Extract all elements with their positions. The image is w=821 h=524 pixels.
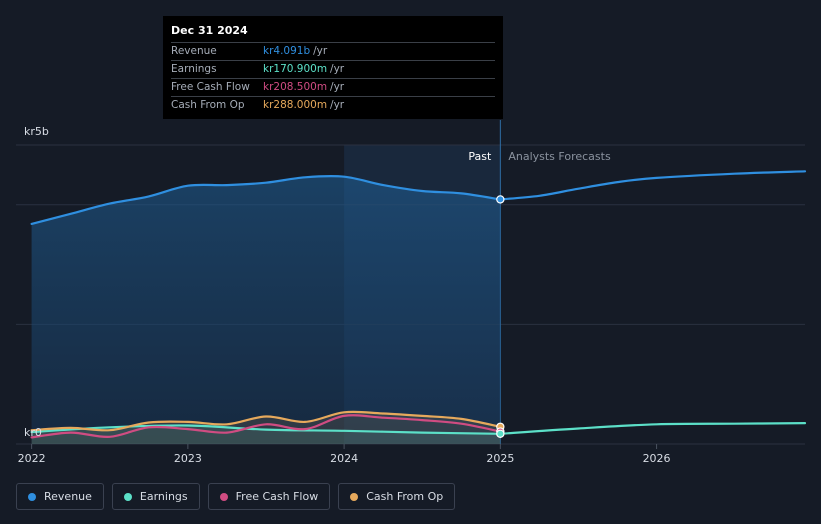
legend-label: Cash From Op <box>366 490 444 503</box>
tooltip-value: kr170.900m <box>263 63 328 75</box>
marker-revenue <box>496 195 505 204</box>
legend-item-earnings[interactable]: Earnings <box>111 483 200 510</box>
series-line-cfo <box>30 410 502 432</box>
tooltip-row-free-cash-flow: Free Cash Flow kr208.500m /yr <box>171 78 495 96</box>
tooltip: Dec 31 2024 Revenue kr4.091b /yr Earning… <box>163 16 503 119</box>
area-earnings <box>31 425 501 444</box>
tooltip-label: Cash From Op <box>171 99 245 111</box>
legend-item-free-cash-flow[interactable]: Free Cash Flow <box>207 483 331 510</box>
tooltip-unit: /yr <box>330 99 345 111</box>
tooltip-unit: /yr <box>330 63 345 75</box>
legend-label: Free Cash Flow <box>235 490 319 503</box>
legend-item-cash-from-op[interactable]: Cash From Op <box>338 483 456 510</box>
x-tick-label: 2024 <box>330 452 358 465</box>
legend-label: Revenue <box>44 490 92 503</box>
x-tick-label: 2022 <box>18 452 46 465</box>
tooltip-unit: /yr <box>313 45 328 57</box>
legend-item-revenue[interactable]: Revenue <box>16 483 104 510</box>
past-label: Past <box>468 150 492 163</box>
cfo-dot-icon <box>350 492 359 501</box>
series-line-fcf <box>30 414 502 439</box>
fcf-dot-icon <box>219 492 228 501</box>
series-line-earnings <box>499 422 807 435</box>
forecast-label: Analysts Forecasts <box>508 150 611 163</box>
legend-label: Earnings <box>139 490 188 503</box>
tooltip-date: Dec 31 2024 <box>171 24 248 37</box>
tooltip-value: kr4.091b <box>263 45 311 57</box>
revenue-dot-icon <box>28 492 36 501</box>
tooltip-row-cash-from-op: Cash From Op kr288.000m /yr <box>171 96 495 114</box>
x-tick-label: 2023 <box>174 452 202 465</box>
tooltip-label: Earnings <box>171 63 217 75</box>
series-line-revenue <box>30 174 502 225</box>
series-line-revenue <box>499 170 807 201</box>
series-line-earnings <box>30 424 502 435</box>
tooltip-value: kr208.500m <box>263 81 328 93</box>
x-tick-label: 2026 <box>643 452 671 465</box>
tooltip-value: kr288.000m <box>263 99 328 111</box>
tooltip-unit: /yr <box>330 81 345 93</box>
y-tick-label: kr0 <box>24 426 42 439</box>
y-tick-label: kr5b <box>24 125 49 138</box>
tooltip-row-earnings: Earnings kr170.900m /yr <box>171 60 495 78</box>
x-tick-label: 2025 <box>486 452 514 465</box>
marker-earnings <box>496 429 505 438</box>
tooltip-label: Revenue <box>171 45 217 57</box>
earnings-dot-icon <box>123 492 132 501</box>
area-cfo <box>31 411 501 444</box>
chart-svg: 2022 2023 2024 2025 2026 kr0 kr5b Past Analysts… <box>16 120 807 465</box>
tooltip-label: Free Cash Flow <box>171 81 250 93</box>
legend: Revenue Earnings Free Cash Flow Cash Fro… <box>16 483 456 510</box>
area-revenue <box>31 176 501 444</box>
tooltip-row-revenue: Revenue kr4.091b /yr <box>171 42 495 60</box>
